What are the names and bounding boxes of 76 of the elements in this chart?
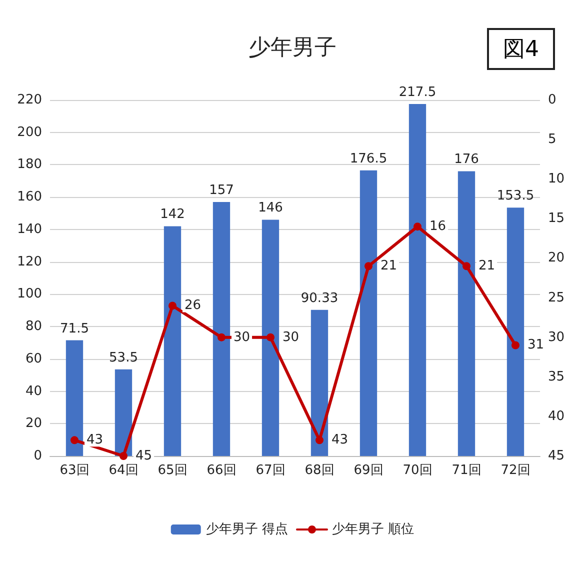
legend-label: 少年男子 順位 bbox=[332, 522, 414, 537]
bar bbox=[114, 369, 132, 456]
x-tick-label: 67回 bbox=[256, 463, 286, 478]
data-label: 153.5 bbox=[496, 188, 534, 204]
bar bbox=[164, 226, 182, 456]
bar bbox=[458, 171, 476, 456]
y-tick-label: 100 bbox=[17, 286, 42, 302]
data-label: 30 bbox=[234, 330, 250, 345]
point bbox=[70, 436, 78, 444]
data-label: 176 bbox=[454, 152, 479, 168]
data-label: 90.33 bbox=[300, 290, 338, 306]
chart-title: 少年男子 bbox=[248, 36, 336, 60]
point bbox=[266, 333, 274, 342]
y2-tick-label: 40 bbox=[548, 408, 565, 424]
y2-tick-label: 10 bbox=[548, 172, 565, 187]
x-tick-label: 63回 bbox=[60, 463, 90, 478]
x-tick-label: 66回 bbox=[206, 463, 236, 478]
y2-tick-label: 35 bbox=[548, 369, 565, 384]
y-tick-label: 60 bbox=[25, 351, 42, 366]
y2-tick-label: 30 bbox=[548, 330, 565, 345]
bar bbox=[262, 220, 280, 456]
y-tick-label: 20 bbox=[25, 416, 42, 432]
bar bbox=[506, 208, 524, 456]
legend-label: 少年男子 得点 bbox=[206, 522, 288, 537]
point bbox=[316, 436, 324, 444]
data-label: 142 bbox=[160, 207, 185, 222]
bar bbox=[212, 202, 230, 456]
bar bbox=[310, 310, 328, 456]
y2-tick-label: 15 bbox=[548, 211, 565, 226]
y2-tick-label: 20 bbox=[548, 250, 565, 266]
data-label: 71.5 bbox=[60, 321, 89, 336]
data-label: 21 bbox=[478, 258, 496, 274]
data-label: 217.5 bbox=[398, 85, 436, 100]
y-tick-label: 140 bbox=[17, 222, 42, 237]
data-label: 26 bbox=[184, 298, 202, 314]
x-tick-label: 70回 bbox=[402, 463, 432, 478]
bar bbox=[360, 170, 378, 456]
y2-tick-label: 45 bbox=[548, 448, 565, 464]
y-tick-label: 200 bbox=[17, 124, 42, 140]
bar bbox=[408, 104, 426, 456]
y2-tick-label: 5 bbox=[548, 132, 556, 148]
data-label: 43 bbox=[332, 432, 348, 448]
caption: 図4 bbox=[487, 28, 555, 70]
x-tick-label: 72回 bbox=[500, 463, 530, 478]
x-tick-label: 69回 bbox=[354, 463, 384, 478]
data-label: 21 bbox=[380, 258, 398, 274]
point bbox=[120, 452, 128, 460]
x-tick-label: 68回 bbox=[304, 463, 334, 478]
x-tick-label: 65回 bbox=[158, 463, 188, 478]
y-tick-label: 180 bbox=[17, 157, 42, 172]
x-tick-label: 71回 bbox=[452, 463, 482, 478]
point bbox=[512, 341, 520, 350]
y-tick-label: 220 bbox=[17, 92, 42, 108]
point bbox=[462, 262, 470, 270]
y-tick-label: 120 bbox=[17, 254, 42, 270]
data-label: 45 bbox=[136, 448, 152, 464]
bar bbox=[66, 340, 84, 456]
data-label: 146 bbox=[258, 200, 283, 216]
y-tick-label: 0 bbox=[34, 448, 42, 464]
data-label: 43 bbox=[86, 432, 104, 448]
y2-tick-label: 25 bbox=[548, 290, 565, 306]
data-label: 31 bbox=[528, 338, 544, 353]
data-label: 176.5 bbox=[350, 151, 388, 166]
y2-tick-label: 0 bbox=[548, 92, 556, 108]
y-tick-label: 40 bbox=[25, 384, 42, 399]
y-tick-label: 160 bbox=[17, 190, 42, 205]
data-label: 53.5 bbox=[109, 350, 138, 366]
point bbox=[218, 333, 226, 342]
x-tick-label: 64回 bbox=[108, 463, 138, 478]
y-tick-label: 80 bbox=[25, 319, 42, 334]
point bbox=[414, 222, 422, 231]
data-label: 16 bbox=[430, 219, 446, 234]
data-label: 157 bbox=[209, 182, 234, 198]
data-label: 30 bbox=[282, 330, 300, 345]
point bbox=[364, 262, 372, 270]
point bbox=[168, 302, 176, 310]
